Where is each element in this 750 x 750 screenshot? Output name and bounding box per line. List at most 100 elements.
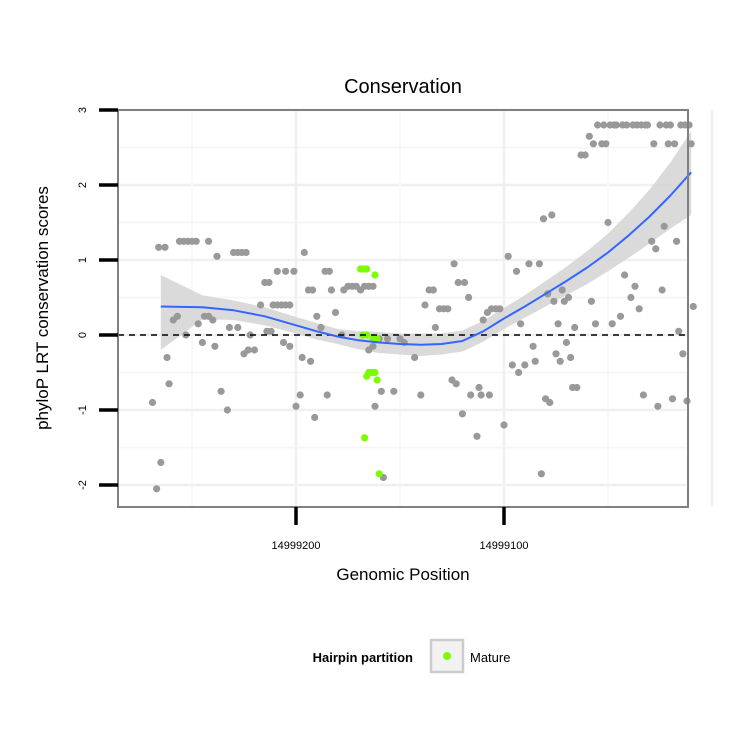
data-point-other <box>234 323 242 332</box>
data-point-other <box>600 121 608 129</box>
data-point-other <box>411 353 419 362</box>
data-point-other <box>452 380 460 388</box>
x-tick-labels: 14999200 14999100 <box>272 540 529 552</box>
data-point-mature <box>371 271 379 279</box>
data-point-other <box>279 338 288 347</box>
data-point-mature <box>363 265 371 273</box>
data-point-other <box>602 140 610 148</box>
data-point-other <box>242 248 250 257</box>
data-point-other <box>257 301 265 309</box>
data-point-other <box>679 350 687 358</box>
y-tick-labels: -2 -1 0 1 2 3 <box>77 107 89 490</box>
data-point-other <box>623 121 631 129</box>
data-point-other <box>265 278 273 287</box>
data-point-other <box>153 485 161 493</box>
data-point-other <box>458 410 466 418</box>
data-point-other <box>554 320 562 328</box>
data-point-mature <box>371 368 379 377</box>
data-point-other <box>213 252 221 260</box>
y-tick-label: 2 <box>77 182 89 188</box>
data-point-mature <box>373 335 381 343</box>
data-point-other <box>223 406 231 414</box>
data-point-other <box>552 350 560 358</box>
data-point-other <box>627 293 635 302</box>
data-point-other <box>612 121 620 129</box>
data-point-other <box>217 387 225 395</box>
data-point-other <box>508 361 516 369</box>
data-point-other <box>546 398 554 407</box>
data-point-other <box>157 458 165 467</box>
data-point-other <box>571 323 579 332</box>
data-point-other <box>473 432 481 440</box>
data-point-other <box>673 237 681 245</box>
data-point-mature <box>373 376 381 384</box>
data-point-other <box>454 278 462 287</box>
data-point-other <box>369 342 377 350</box>
data-point-other <box>444 305 452 313</box>
data-point-other <box>517 320 525 328</box>
y-tick-label: 1 <box>77 257 89 263</box>
data-point-other <box>429 286 437 294</box>
data-point-other <box>631 282 639 290</box>
data-point-other <box>296 391 304 399</box>
data-point-other <box>687 140 695 148</box>
data-point-other <box>479 316 487 324</box>
data-point-other <box>650 140 658 148</box>
data-point-other <box>664 140 672 148</box>
data-point-other <box>173 312 181 320</box>
data-point-other <box>539 215 548 223</box>
legend-title: Hairpin partition <box>313 650 413 665</box>
data-point-other <box>165 380 173 388</box>
data-point-other <box>639 391 648 399</box>
data-point-other <box>198 338 206 347</box>
mature-points <box>356 265 383 478</box>
data-point-other <box>369 282 377 290</box>
data-point-other <box>313 312 321 320</box>
legend: Hairpin partition Mature <box>313 638 510 674</box>
data-point-other <box>594 121 602 129</box>
data-point-other <box>331 308 340 317</box>
data-point-other <box>431 323 439 332</box>
data-point-other <box>635 305 643 313</box>
data-point-mature <box>375 470 383 478</box>
other-points <box>148 121 697 493</box>
data-point-other <box>585 132 593 140</box>
data-point-other <box>550 297 558 305</box>
data-point-other <box>648 237 656 245</box>
y-tick-label: -2 <box>77 480 89 490</box>
data-point-other <box>371 402 379 410</box>
data-point-other <box>317 323 325 332</box>
legend-label-mature: Mature <box>470 650 510 665</box>
data-point-other <box>298 353 306 362</box>
data-point-other <box>390 387 398 395</box>
data-point-other <box>548 211 556 219</box>
data-point-other <box>504 252 512 260</box>
data-point-other <box>556 357 564 365</box>
data-point-other <box>660 222 668 230</box>
data-point-other <box>654 402 662 410</box>
data-point-other <box>616 312 625 320</box>
data-point-other <box>421 301 429 309</box>
data-point-other <box>675 327 683 335</box>
data-point-other <box>267 327 275 335</box>
data-point-other <box>460 278 469 287</box>
smooth-line-layer <box>160 171 692 346</box>
y-axis-label: phyloP LRT conservation scores <box>33 186 52 430</box>
data-point-other <box>286 342 294 350</box>
legend-mature-marker <box>443 652 451 660</box>
data-point-other <box>163 353 171 362</box>
data-point-other <box>475 383 483 392</box>
data-point-other <box>244 346 252 354</box>
data-point-other <box>512 267 521 275</box>
data-point-other <box>666 121 675 129</box>
data-point-other <box>286 301 294 309</box>
data-point-other <box>307 357 315 365</box>
data-point-other <box>465 293 473 302</box>
data-point-other <box>273 267 281 275</box>
x-axis-label: Genomic Position <box>336 565 469 584</box>
data-point-other <box>587 297 596 305</box>
data-point-other <box>558 286 566 294</box>
data-point-other <box>621 271 629 279</box>
data-point-other <box>573 383 581 392</box>
